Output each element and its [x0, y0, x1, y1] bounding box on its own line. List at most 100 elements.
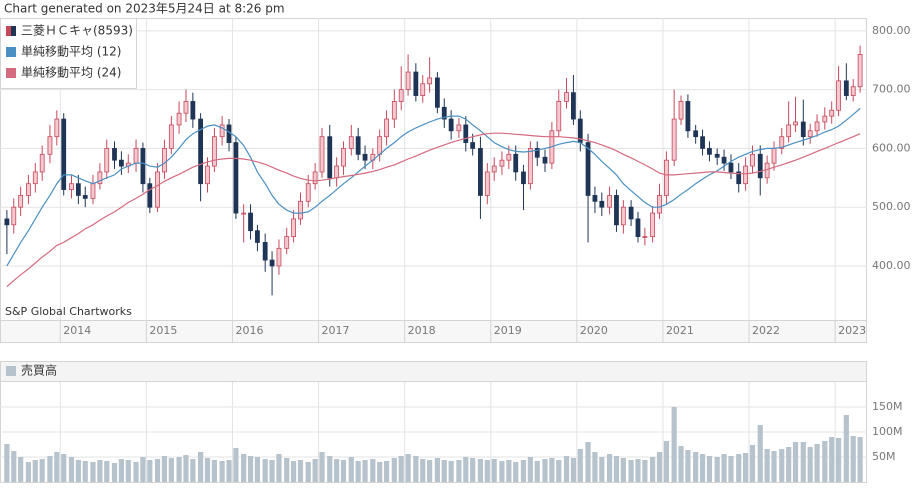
volume-bar [484, 460, 490, 482]
legend-label: 三菱ＨＣキャ(8593) [21, 24, 133, 38]
candle-body [448, 118, 454, 132]
volume-bar [383, 461, 390, 482]
candle-body [32, 171, 38, 185]
volume-bar [470, 458, 476, 482]
candle-body [556, 101, 562, 132]
candle-body [413, 71, 419, 96]
candle-body [276, 247, 282, 267]
candle-body [47, 136, 53, 155]
volume-bar [441, 460, 447, 482]
candle-body [685, 101, 691, 132]
x-tick-label: 2020 [580, 324, 608, 337]
volume-bar [577, 449, 583, 482]
volume-bar [792, 442, 799, 482]
legend-label: 売買高 [21, 363, 57, 378]
volume-bar [650, 457, 656, 482]
x-tick-label: 2017 [322, 324, 350, 337]
candle-body [750, 153, 755, 167]
volume-bar [721, 454, 727, 482]
y-tick-label: 500.00 [872, 200, 911, 213]
volume-bar [549, 458, 555, 482]
candle-body [198, 118, 204, 185]
legend-swatch [6, 68, 16, 78]
candle-body [513, 153, 519, 173]
volume-bar [620, 458, 626, 482]
y-tick-label: 100M [872, 425, 903, 438]
volume-bar [370, 459, 376, 482]
volume-bar [556, 460, 562, 482]
volume-bar [125, 460, 131, 482]
volume-bar [90, 462, 96, 482]
candle-body [829, 109, 835, 117]
volume-bar [463, 457, 469, 482]
candle-body [657, 195, 662, 214]
moving-average-line [6, 108, 861, 267]
legend-label: 単純移動平均 (12) [21, 45, 121, 59]
candle-body [18, 195, 24, 208]
volume-bar [613, 456, 620, 482]
volume-bar [362, 460, 368, 482]
candle-body [521, 171, 526, 185]
volume-bar [699, 454, 706, 482]
volume-bar [456, 460, 462, 482]
y-tick-label: 50M [872, 450, 896, 463]
volume-bar [800, 442, 806, 482]
candle-body [248, 212, 253, 232]
volume-bar [262, 459, 268, 482]
volume-bar [118, 459, 124, 482]
candle-body [707, 148, 712, 155]
legend-box [0, 18, 137, 89]
candle-body [61, 118, 67, 190]
candle-body [642, 236, 648, 238]
caption: Chart generated on 2023年5月24日 at 8:26 pm [4, 2, 285, 16]
volume-bar [835, 438, 842, 482]
candle-body [714, 153, 720, 158]
y-tick-label: 400.00 [872, 259, 911, 272]
volume-bar [857, 437, 863, 482]
candle-body [312, 171, 318, 185]
candle-body [112, 148, 117, 161]
volume-bar [297, 460, 304, 482]
y-tick-label: 600.00 [872, 141, 911, 154]
candle-body [491, 165, 497, 173]
volume-bar [764, 449, 770, 482]
volume-bar [542, 459, 548, 482]
volume-bar [75, 460, 81, 482]
volume-bar [247, 456, 254, 482]
volume-bar [786, 447, 792, 482]
candle-body [843, 80, 849, 96]
x-tick-label: 2018 [408, 324, 436, 337]
volume-bar [241, 454, 247, 482]
volume-bar [290, 461, 297, 482]
candle-body [269, 259, 275, 267]
candle-body [800, 121, 806, 138]
volume-bar [226, 460, 232, 482]
volume-bar [82, 461, 88, 482]
candle-body [176, 112, 182, 126]
candle-body [291, 218, 296, 237]
volume-bar [183, 455, 189, 482]
volume-bar [635, 459, 641, 482]
volume-bar [749, 445, 756, 482]
candle-body [327, 136, 333, 179]
volume-bar [111, 463, 118, 482]
volume-bar [520, 460, 527, 482]
volume-bar [161, 456, 168, 482]
volume-bar [671, 407, 677, 482]
candle-body [398, 89, 404, 102]
volume-bar [398, 456, 404, 482]
candle-body [39, 153, 45, 173]
candle-body [255, 230, 260, 243]
volume-bar [204, 458, 211, 482]
legend-swatch [6, 47, 16, 57]
candle-body [499, 159, 505, 167]
volume-bar [434, 458, 440, 482]
legend-swatch [11, 26, 16, 36]
volume-bar [728, 456, 734, 482]
volume-bar [254, 457, 261, 482]
x-tick-label: 2022 [752, 324, 780, 337]
volume-bar [327, 456, 333, 482]
candle-body [104, 148, 110, 173]
candle-body [721, 156, 727, 164]
candle-body [506, 153, 512, 161]
